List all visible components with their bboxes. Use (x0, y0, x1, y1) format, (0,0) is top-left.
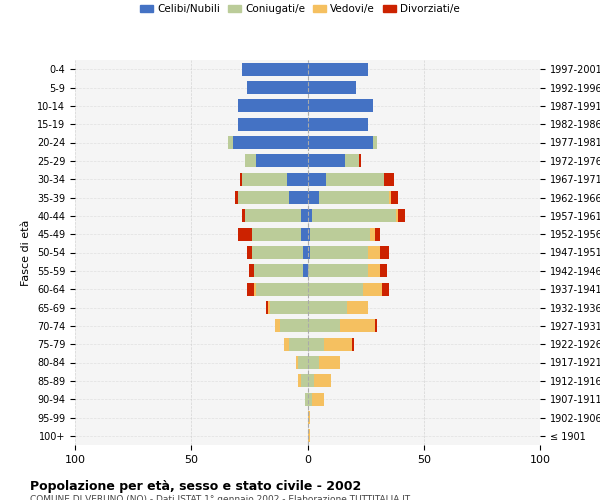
Bar (375, 228, 380, 240)
Text: Popolazione per età, sesso e stato civile - 2002: Popolazione per età, sesso e stato civil… (30, 480, 361, 493)
Bar (284, 338, 289, 350)
Legend: Celibi/Nubili, Coniugati/e, Vedovi/e, Divorziati/e: Celibi/Nubili, Coniugati/e, Vedovi/e, Di… (136, 0, 464, 18)
Bar (266, 301, 268, 314)
Bar (308, 246, 310, 259)
Bar (298, 356, 308, 369)
Bar (308, 411, 310, 424)
Bar (352, 338, 354, 350)
Bar (308, 81, 356, 94)
Bar (308, 283, 364, 296)
Bar (308, 356, 319, 369)
Bar (238, 191, 289, 204)
Bar (370, 228, 375, 240)
Bar (308, 100, 373, 112)
Bar (240, 173, 242, 186)
Bar (301, 374, 308, 387)
Bar (252, 228, 301, 240)
Bar (308, 173, 326, 186)
Bar (233, 136, 308, 149)
Bar (310, 246, 368, 259)
Bar (308, 301, 347, 314)
Bar (235, 191, 238, 204)
Bar (296, 356, 298, 369)
Bar (289, 191, 308, 204)
Bar (384, 173, 394, 186)
Bar (368, 246, 380, 259)
Bar (256, 154, 308, 167)
Bar (324, 338, 352, 350)
Bar (303, 246, 308, 259)
Bar (275, 320, 280, 332)
Bar (238, 100, 308, 112)
Bar (245, 154, 256, 167)
Bar (308, 118, 368, 130)
Y-axis label: Fasce di età: Fasce di età (22, 220, 31, 286)
Bar (364, 283, 382, 296)
Bar (319, 191, 389, 204)
Bar (389, 191, 391, 204)
Bar (301, 228, 308, 240)
Bar (298, 374, 301, 387)
Bar (308, 320, 340, 332)
Bar (391, 191, 398, 204)
Bar (301, 210, 308, 222)
Bar (308, 63, 368, 76)
Bar (380, 246, 389, 259)
Bar (229, 136, 233, 149)
Bar (310, 228, 370, 240)
Bar (380, 264, 386, 277)
Bar (308, 430, 310, 442)
Bar (238, 228, 252, 240)
Bar (368, 264, 380, 277)
Bar (247, 246, 252, 259)
Bar (312, 393, 324, 406)
Bar (308, 191, 319, 204)
Bar (242, 173, 287, 186)
Bar (308, 154, 344, 167)
Bar (245, 210, 301, 222)
Bar (308, 264, 368, 277)
Bar (398, 210, 405, 222)
Bar (303, 264, 308, 277)
Bar (359, 154, 361, 167)
Bar (326, 173, 384, 186)
Bar (396, 210, 398, 222)
Bar (373, 136, 377, 149)
Bar (308, 136, 373, 149)
Bar (252, 246, 303, 259)
Bar (242, 63, 308, 76)
Bar (308, 228, 310, 240)
Bar (308, 393, 312, 406)
Bar (305, 393, 308, 406)
Bar (347, 301, 368, 314)
Bar (247, 81, 308, 94)
Bar (271, 301, 308, 314)
Bar (344, 154, 359, 167)
Bar (382, 283, 389, 296)
Bar (247, 283, 254, 296)
Bar (314, 374, 331, 387)
Bar (254, 283, 256, 296)
Bar (250, 264, 254, 277)
Bar (242, 210, 245, 222)
Bar (254, 264, 303, 277)
Bar (268, 301, 271, 314)
Bar (289, 338, 308, 350)
Bar (287, 173, 308, 186)
Bar (308, 374, 314, 387)
Bar (340, 320, 375, 332)
Bar (375, 320, 377, 332)
Bar (280, 320, 308, 332)
Text: COMUNE DI VERUNO (NO) - Dati ISTAT 1° gennaio 2002 - Elaborazione TUTTITALIA.IT: COMUNE DI VERUNO (NO) - Dati ISTAT 1° ge… (30, 495, 410, 500)
Bar (312, 210, 396, 222)
Bar (238, 118, 308, 130)
Bar (256, 283, 308, 296)
Bar (308, 210, 312, 222)
Bar (308, 338, 324, 350)
Bar (319, 356, 340, 369)
